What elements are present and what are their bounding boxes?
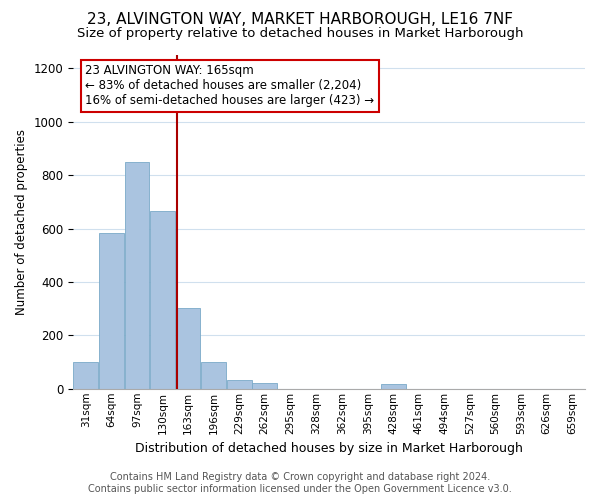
Bar xyxy=(125,162,149,389)
Bar xyxy=(150,210,175,389)
Text: Contains HM Land Registry data © Crown copyright and database right 2024.
Contai: Contains HM Land Registry data © Crown c… xyxy=(88,472,512,494)
X-axis label: Distribution of detached houses by size in Market Harborough: Distribution of detached houses by size … xyxy=(135,442,523,455)
Bar xyxy=(253,384,277,389)
Bar xyxy=(176,308,200,389)
Bar xyxy=(227,380,251,389)
Text: 23 ALVINGTON WAY: 165sqm
← 83% of detached houses are smaller (2,204)
16% of sem: 23 ALVINGTON WAY: 165sqm ← 83% of detach… xyxy=(85,64,374,108)
Bar xyxy=(99,232,124,389)
Y-axis label: Number of detached properties: Number of detached properties xyxy=(15,129,28,315)
Text: Size of property relative to detached houses in Market Harborough: Size of property relative to detached ho… xyxy=(77,28,523,40)
Bar xyxy=(201,362,226,389)
Text: 23, ALVINGTON WAY, MARKET HARBOROUGH, LE16 7NF: 23, ALVINGTON WAY, MARKET HARBOROUGH, LE… xyxy=(87,12,513,28)
Bar xyxy=(73,362,98,389)
Bar xyxy=(381,384,406,389)
